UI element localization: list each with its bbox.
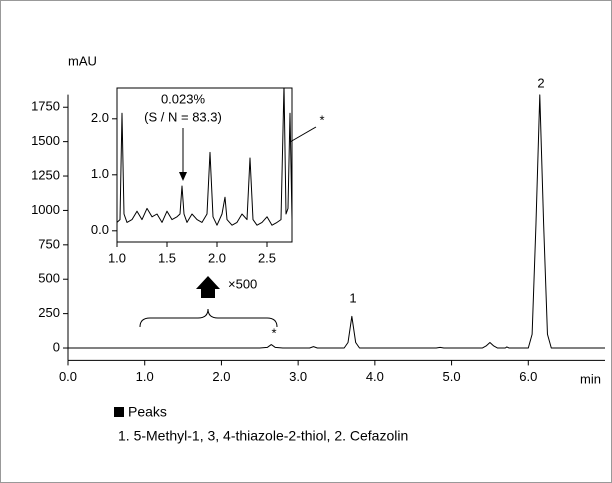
inset-arrow — [289, 126, 317, 143]
x-tick-label: 2.5 — [258, 250, 276, 265]
y-tick-label: 1250 — [31, 167, 60, 182]
x-tick-label: 0.0 — [59, 369, 77, 384]
x-tick-label: 1.0 — [108, 250, 126, 265]
zoom-label: ×500 — [228, 276, 257, 291]
y-tick-label: 2.0 — [91, 110, 109, 125]
inset-annotation: * — [319, 112, 324, 127]
x-tick-label: 5.0 — [443, 369, 461, 384]
brace — [139, 308, 278, 328]
inset-annotation: 0.023% — [161, 91, 206, 106]
y-tick-label: 1000 — [31, 202, 60, 217]
x-tick-label: 3.0 — [289, 369, 307, 384]
trace — [117, 88, 292, 226]
y-tick-label: 1.0 — [91, 166, 109, 181]
legend-text: 1. 5-Methyl-1, 3, 4-thiazole-2-thiol, 2.… — [118, 428, 408, 444]
inset-annotation: (S / N = 83.3) — [144, 109, 222, 124]
zoom-arrow — [196, 276, 220, 298]
peak-label: * — [271, 325, 276, 340]
y-tick-label: 750 — [38, 236, 60, 251]
y-tick-label: 1750 — [31, 99, 60, 114]
legend-square — [114, 407, 124, 417]
y-axis-label: mAU — [68, 53, 97, 68]
x-axis-label: min — [580, 371, 601, 386]
y-tick-label: 500 — [38, 271, 60, 286]
peak-label: 1 — [349, 290, 356, 305]
trace — [68, 94, 605, 349]
inset-frame — [116, 87, 293, 243]
x-tick-label: 4.0 — [366, 369, 384, 384]
y-tick-label: 0 — [53, 339, 60, 354]
y-tick-label: 1500 — [31, 133, 60, 148]
inset-arrow-head — [179, 172, 187, 181]
legend-title: Peaks — [128, 404, 167, 420]
x-tick-label: 2.0 — [212, 369, 230, 384]
x-tick-label: 1.0 — [136, 369, 154, 384]
x-tick-label: 6.0 — [519, 369, 537, 384]
y-tick-label: 250 — [38, 305, 60, 320]
y-tick-label: 0.0 — [91, 222, 109, 237]
x-tick-label: 2.0 — [208, 250, 226, 265]
peak-label: 2 — [537, 75, 544, 90]
x-tick-label: 1.5 — [158, 250, 176, 265]
